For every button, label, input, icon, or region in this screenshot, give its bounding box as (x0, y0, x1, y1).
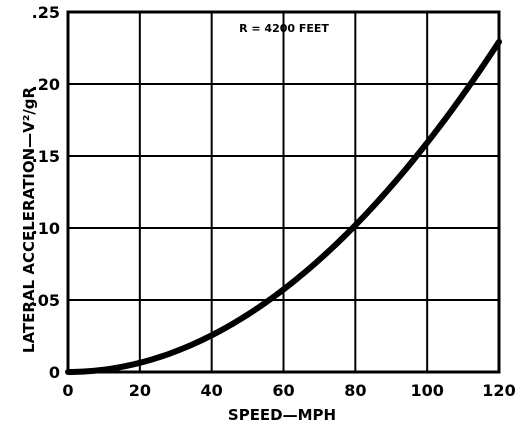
y-tick-label: .20 (32, 75, 60, 94)
grid (68, 12, 499, 372)
plot-frame (66, 10, 501, 374)
y-tick-labels: 0 .05 .10 .15 .20 .25 (32, 3, 60, 382)
x-tick-label: 120 (482, 381, 515, 400)
y-tick-label: 0 (49, 363, 60, 382)
y-tick-label: .10 (32, 219, 60, 238)
y-tick-label: .05 (32, 291, 60, 310)
plot-border (66, 10, 501, 374)
x-tick-label: 20 (129, 381, 151, 400)
y-tick-label: .25 (32, 3, 60, 22)
x-tick-label: 40 (201, 381, 223, 400)
x-tick-label: 0 (62, 381, 73, 400)
radius-annotation: R = 4200 FEET (239, 22, 329, 35)
series-layer (65, 38, 502, 375)
x-tick-labels: 0 20 40 60 80 100 120 (62, 381, 515, 400)
x-tick-label: 60 (272, 381, 294, 400)
x-tick-label: 100 (410, 381, 443, 400)
y-axis-label: LATERAL ACCELERATION—V²/gR (20, 86, 38, 353)
series-line (65, 38, 502, 375)
x-axis-label: SPEED—MPH (228, 406, 336, 424)
y-tick-label: .15 (32, 147, 60, 166)
x-tick-label: 80 (344, 381, 366, 400)
